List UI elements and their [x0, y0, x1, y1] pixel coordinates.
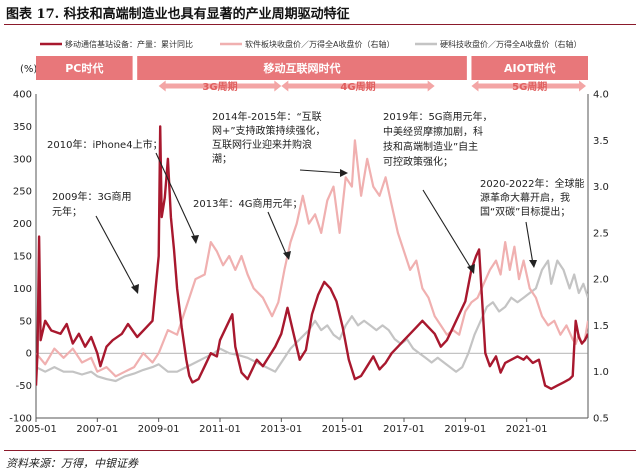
- y-left-tick-label: 300: [13, 154, 32, 165]
- series-line-base-station: [36, 125, 588, 390]
- arrow-3g-2009: [95, 215, 137, 291]
- x-tick-label: 2015-01: [322, 424, 364, 435]
- x-tick-label: 2019-01: [444, 424, 486, 435]
- annotation-arrows: [95, 152, 537, 294]
- title-rule: [4, 24, 636, 25]
- era-bar-aiot: [471, 56, 588, 80]
- annotation-iphone4: 2010年：iPhone4上市；: [47, 138, 163, 151]
- y-left-ticks: -100 -50 0 50 100 150 200 250 300 350 400: [9, 90, 32, 425]
- era-label-mobile-internet: 移动互联网时代: [264, 61, 341, 75]
- arrow-iphone4: [155, 152, 197, 241]
- x-tick-label: 2009-01: [138, 424, 180, 435]
- annotation-dual-carbon-line-1: 2020-2022年：全球能: [480, 177, 585, 190]
- x-tick-label: 2017-01: [383, 424, 425, 435]
- y-left-tick-label: 50: [19, 316, 32, 327]
- arrowhead-4g-2013: [283, 251, 291, 260]
- x-tick-label: 2005-01: [15, 424, 57, 435]
- y-left-tick-label: 200: [13, 219, 32, 230]
- y-left-unit-label: (%): [20, 64, 37, 75]
- arrow-4g-2013: [267, 211, 288, 257]
- legend-label-software: 软件板块收盘价／万得全A收盘价（右轴）: [245, 39, 394, 49]
- y-right-ticks: 0.5 1.0 1.5 2.0 2.5 3.0 3.5 4.0: [593, 90, 609, 425]
- annotation-5g-2019: 2019年：5G商用元年， 中美经贸摩擦加剧，科 技和高端制造业”自主 可控政策…: [383, 110, 496, 168]
- y-left-tick-label: -50: [16, 381, 32, 392]
- annotation-5g-2019-line-2: 中美经贸摩擦加剧，科: [383, 125, 483, 138]
- y-left-tick-label: 250: [13, 187, 32, 198]
- y-left-tick-label: -100: [9, 414, 32, 425]
- figure-title: 图表 17. 科技和高端制造业也具有显著的产业周期驱动特征: [6, 7, 350, 22]
- legend-label-base-station: 移动通信基站设备：产量：累计同比: [65, 39, 193, 49]
- y-left-tick-label: 150: [13, 252, 32, 263]
- source-note: 资料来源：万得，中银证券: [6, 457, 138, 470]
- era-label-aiot: AIOT时代: [504, 61, 555, 75]
- y-right-tick-label: 2.5: [593, 228, 609, 239]
- y-right-tick-label: 4.0: [593, 90, 609, 101]
- series-line-hardtech: [36, 259, 588, 383]
- x-tick-label: 2007-01: [76, 424, 118, 435]
- x-tick-label: 2013-01: [260, 424, 302, 435]
- x-tick-label: 2021-01: [506, 424, 548, 435]
- annotation-internet-plus-line-3: 互联网行业迎来并购浪: [212, 138, 312, 151]
- annotation-dual-carbon-line-2: 源革命大幕开启，我: [480, 191, 570, 204]
- y-left-tick-label: 350: [13, 122, 32, 133]
- annotation-internet-plus-line-4: 潮；: [212, 152, 232, 165]
- annotation-3g-2009-line-1: 2009年：3G商用: [52, 190, 132, 203]
- arrow-internet-plus: [299, 169, 345, 174]
- arrow-5g-2019: [422, 189, 473, 271]
- legend: 移动通信基站设备：产量：累计同比 软件板块收盘价／万得全A收盘价（右轴） 硬科技…: [40, 39, 581, 49]
- annotation-internet-plus-line-2: 网+”支持政策持续强化，: [212, 124, 326, 137]
- series-line-software: [36, 139, 588, 378]
- era-bar-mobile-internet: [137, 56, 467, 80]
- arrowhead-5g-2019: [467, 264, 475, 274]
- y-left-tick-label: 0: [26, 349, 32, 360]
- y-left-tick-label: 400: [13, 90, 32, 101]
- arrow-dual-carbon: [525, 221, 534, 265]
- annotation-3g-2009-line-2: 元年；: [52, 205, 82, 218]
- x-ticks: 2005-01 2007-01 2009-01 2011-01 2013-01 2015-…: [15, 418, 548, 435]
- era-label-pc: PC时代: [65, 61, 103, 75]
- era-bar-pc: [36, 56, 133, 80]
- cycle-arrow-5g: [471, 80, 586, 92]
- annotation-iphone4-line-1: 2010年：iPhone4上市；: [47, 138, 163, 151]
- annotations: 2010年：iPhone4上市； 2014年-2015年：“互联 网+”支持政策…: [47, 110, 588, 218]
- y-right-tick-label: 0.5: [593, 414, 609, 425]
- cycle-arrow-4g: [281, 80, 435, 92]
- cycle-label-5g: 5G周期: [512, 80, 547, 93]
- arrowhead-dual-carbon: [529, 260, 537, 268]
- annotation-3g-2009: 2009年：3G商用 元年；: [52, 190, 135, 218]
- x-tick-label: 2011-01: [199, 424, 241, 435]
- annotation-internet-plus: 2014年-2015年：“互联 网+”支持政策持续强化， 互联网行业迎来并购浪 …: [212, 110, 329, 165]
- annotation-dual-carbon: 2020-2022年：全球能 源革命大幕开启，我 国“双碳”目标提出；: [480, 177, 588, 218]
- cycle-label-4g: 4G周期: [340, 80, 375, 93]
- annotation-5g-2019-line-4: 可控政策强化；: [383, 155, 453, 168]
- chart: 移动通信基站设备：产量：累计同比 软件板块收盘价／万得全A收盘价（右轴） 硬科技…: [9, 39, 609, 435]
- y-right-tick-label: 2.0: [593, 275, 609, 286]
- annotation-4g-2013: 2013年：4G商用元年；: [193, 197, 303, 210]
- y-right-tick-label: 3.5: [593, 136, 609, 147]
- y-right-tick-label: 1.5: [593, 321, 609, 332]
- y-left-tick-label: 100: [13, 284, 32, 295]
- era-bars: PC时代 移动互联网时代 AIOT时代: [36, 56, 588, 80]
- arrowhead-iphone4: [191, 235, 199, 244]
- footer-rule: [4, 450, 636, 451]
- cycle-label-3g: 3G周期: [202, 80, 237, 93]
- arrowhead-3g-2009: [131, 284, 139, 294]
- y-right-tick-label: 3.0: [593, 182, 609, 193]
- annotation-dual-carbon-line-3: 国“双碳”目标提出；: [480, 205, 570, 218]
- series-layer: [36, 125, 588, 390]
- annotation-5g-2019-line-3: 技和高端制造业”自主: [383, 140, 478, 153]
- annotation-5g-2019-line-1: 2019年：5G商用元年，: [383, 110, 493, 123]
- annotation-4g-2013-line-1: 2013年：4G商用元年；: [193, 197, 303, 210]
- arrowhead-internet-plus: [340, 169, 348, 177]
- legend-label-hardtech: 硬科技收盘价／万得全A收盘价（右轴）: [440, 39, 581, 49]
- annotation-internet-plus-line-1: 2014年-2015年：“互联: [212, 110, 322, 123]
- cycle-arrow-3g: [158, 80, 282, 92]
- y-right-tick-label: 1.0: [593, 367, 609, 378]
- cycle-arrows: 3G周期 4G周期 5G周期: [158, 80, 586, 93]
